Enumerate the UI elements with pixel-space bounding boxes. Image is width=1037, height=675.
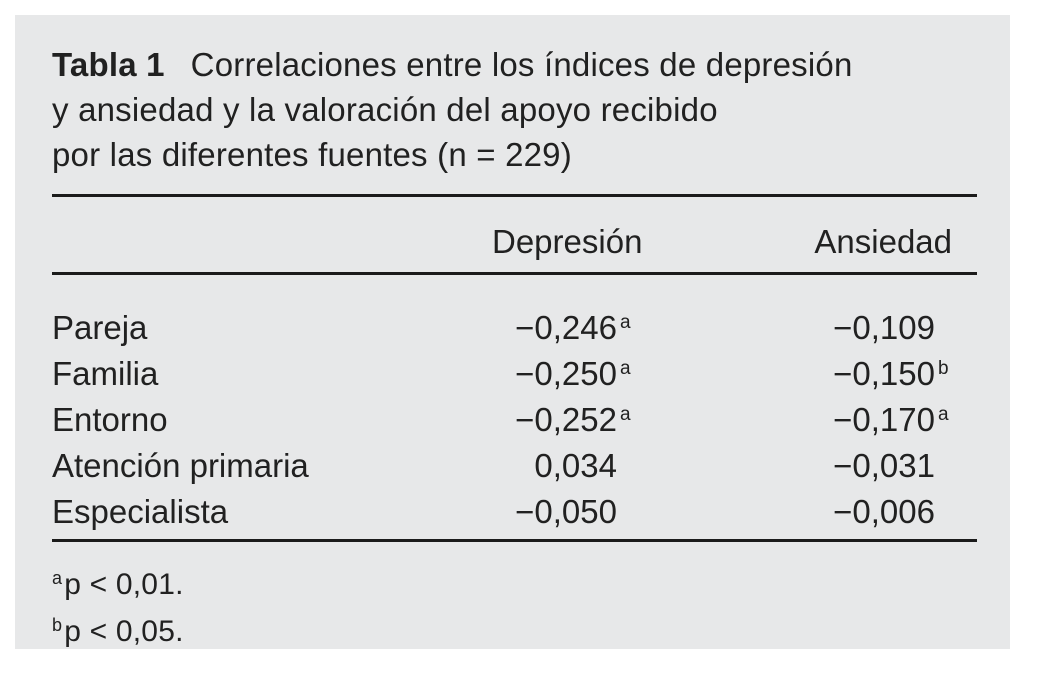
spacer-cell [960,347,977,393]
footnote-a-text: p < 0,01. [64,568,184,601]
footnote-b-marker: b [52,615,63,635]
table-row: Atención primaria 0,034 −0,031 [52,439,977,485]
value-number: −0,006 [833,493,935,530]
depresion-value: 0,034 [492,439,642,485]
table-panel: Tabla 1 Correlaciones entre los índices d… [15,15,1010,649]
table-row: Entorno −0,252 a −0,170 a [52,393,977,439]
table-footnotes: ap < 0,01. bp < 0,05. [52,563,977,657]
value-number: −0,250 [515,355,617,392]
depresion-value: −0,250 a [492,347,642,393]
value-number: −0,050 [515,493,617,530]
value-number: −0,246 [515,309,617,346]
ansiedad-value: −0,170 a [642,393,960,439]
caption-line-3: por las diferentes fuentes (n = 229) [52,136,572,173]
header-empty-cell [52,195,492,275]
ansiedad-value: −0,150 b [642,347,960,393]
ansiedad-value: −0,109 [642,274,960,348]
row-label: Atención primaria [52,447,309,484]
value-number: −0,150 [833,355,935,392]
spacer-cell [960,439,977,485]
ansiedad-value: −0,006 [642,485,960,542]
caption-line-2: y ansiedad y la valoración del apoyo rec… [52,91,718,128]
value-number: −0,031 [833,447,935,484]
spacer-cell [960,274,977,348]
spacer-cell [960,485,977,542]
column-header-depresion: Depresión [492,195,642,275]
spacer-cell [960,393,977,439]
row-label: Familia [52,355,159,392]
table-caption: Tabla 1 Correlaciones entre los índices d… [52,42,977,177]
caption-line-1: Correlaciones entre los índices de depre… [190,46,853,83]
row-label: Entorno [52,401,168,438]
significance-superscript: a [620,404,631,425]
footnote-b-text: p < 0,05. [64,615,184,648]
table-row: Familia −0,250 a −0,150 b [52,347,977,393]
value-number: −0,170 [833,401,935,438]
table-row: Especialista −0,050 −0,006 [52,485,977,542]
header-spacer-cell [960,195,977,275]
column-header-ansiedad: Ansiedad [642,195,960,275]
significance-superscript: b [938,358,949,379]
depresion-value: −0,050 [492,485,642,542]
value-number: −0,109 [833,309,935,346]
row-label: Pareja [52,309,148,346]
value-number: −0,252 [515,401,617,438]
ansiedad-value: −0,031 [642,439,960,485]
value-number: 0,034 [534,447,617,484]
footnote-a: ap < 0,01. [52,563,977,610]
footnote-a-marker: a [52,568,63,588]
depresion-value: −0,246 a [492,274,642,348]
row-label: Especialista [52,485,492,542]
significance-superscript: a [938,404,949,425]
significance-superscript: a [620,358,631,379]
depresion-value: −0,252 a [492,393,642,439]
correlations-table: Depresión Ansiedad Pareja −0,246 a −0,109… [52,194,977,542]
table-number-label: Tabla 1 [52,46,165,83]
table-row: Pareja −0,246 a −0,109 [52,274,977,348]
header-row: Depresión Ansiedad [52,195,977,275]
footnote-b: bp < 0,05. [52,610,977,657]
significance-superscript: a [620,312,631,333]
